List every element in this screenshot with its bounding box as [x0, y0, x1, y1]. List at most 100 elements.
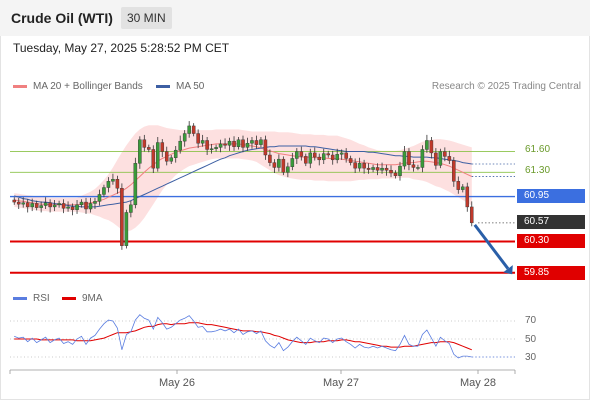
candle: [353, 158, 357, 173]
candle: [461, 184, 465, 193]
candle-body: [393, 172, 398, 176]
candle-body: [79, 201, 84, 206]
candle-body: [299, 151, 304, 157]
candle-body: [120, 188, 124, 246]
candle-body: [88, 203, 93, 210]
candle: [299, 146, 304, 161]
candle: [209, 143, 214, 154]
candle-body: [281, 158, 286, 173]
candle: [88, 197, 93, 213]
candle-body: [205, 140, 209, 150]
candle-body: [268, 154, 272, 163]
rsi-lines: [14, 314, 515, 359]
candle: [97, 189, 102, 206]
candles: [12, 121, 474, 250]
candle-body: [52, 204, 57, 208]
candle-body: [375, 167, 380, 171]
candle: [465, 182, 470, 212]
rsi-line: [14, 314, 472, 359]
legend-ma20: MA 20 + Bollinger Bands: [13, 81, 143, 92]
legend-ma50: MA 50: [156, 81, 204, 92]
candle: [416, 164, 420, 171]
candle-body: [277, 158, 281, 168]
candle: [268, 149, 272, 167]
candle-body: [66, 206, 70, 209]
candle-body: [182, 133, 187, 142]
ma9-label: 9MA: [82, 293, 103, 304]
candle: [142, 134, 147, 152]
candle: [25, 199, 30, 213]
candle: [147, 144, 151, 153]
chart-header: Crude Oil (WTI) 30 MIN: [0, 0, 590, 36]
candle: [138, 136, 142, 169]
candle: [214, 144, 218, 152]
candle-body: [380, 167, 384, 171]
candle-body: [214, 147, 218, 149]
candle: [335, 148, 339, 164]
candle-body: [169, 157, 174, 162]
candle: [384, 164, 389, 176]
rsi-ma9-line: [14, 322, 472, 351]
candle-body: [326, 153, 330, 156]
last-price-badge: 60.57: [517, 215, 585, 229]
candle: [304, 153, 308, 167]
candle-body: [34, 203, 39, 208]
candle: [120, 183, 124, 250]
candle-body: [200, 140, 205, 144]
candle: [456, 176, 461, 194]
candle-body: [115, 179, 120, 189]
x-tick-may-27: May 27: [322, 377, 360, 389]
candle-body: [330, 154, 335, 161]
candle-body: [272, 162, 277, 168]
candle: [429, 137, 434, 159]
candle: [452, 157, 456, 187]
candle: [286, 162, 290, 178]
candle: [263, 135, 268, 160]
candle: [425, 134, 429, 153]
level-lines: [10, 151, 515, 274]
candle-body: [241, 139, 245, 148]
candle-body: [196, 133, 200, 144]
candle: [241, 135, 245, 153]
candle-body: [469, 206, 474, 224]
candle-body: [304, 156, 308, 164]
candle: [411, 159, 416, 172]
candle: [173, 146, 178, 163]
x-tick-may-26: May 26: [158, 377, 196, 389]
candle: [218, 139, 223, 153]
candle-body: [25, 202, 30, 208]
candle: [330, 150, 335, 165]
candle: [375, 163, 380, 176]
candle-body: [133, 163, 138, 206]
candle: [317, 153, 322, 166]
candle-body: [232, 140, 236, 147]
rsi-tick-70: 70: [525, 315, 537, 326]
candle-body: [290, 158, 295, 167]
candle-body: [438, 151, 443, 166]
candle-body: [75, 204, 79, 210]
candle: [200, 134, 205, 147]
candle: [129, 200, 133, 218]
candle-body: [362, 163, 366, 169]
candle-body: [187, 125, 191, 134]
legend-rsi: RSI: [13, 293, 50, 304]
candle-body: [138, 139, 142, 164]
candle-body: [39, 205, 43, 208]
candle-body: [236, 139, 241, 147]
candle: [281, 156, 286, 176]
forecast-arrow-head: [503, 265, 513, 275]
candle: [84, 197, 88, 214]
candle: [312, 147, 317, 161]
candle-body: [173, 149, 178, 158]
candle: [438, 148, 443, 169]
candle-body: [61, 203, 66, 209]
candle: [398, 161, 402, 181]
candle-body: [452, 160, 456, 182]
candle: [191, 123, 196, 137]
candle-body: [250, 140, 254, 144]
candle-body: [416, 167, 420, 169]
ma20-label: MA 20 + Bollinger Bands: [33, 81, 143, 92]
rsi-tick-50: 50: [525, 334, 537, 345]
timeframe-badge[interactable]: 30 MIN: [121, 7, 172, 29]
candle-body: [339, 152, 344, 155]
